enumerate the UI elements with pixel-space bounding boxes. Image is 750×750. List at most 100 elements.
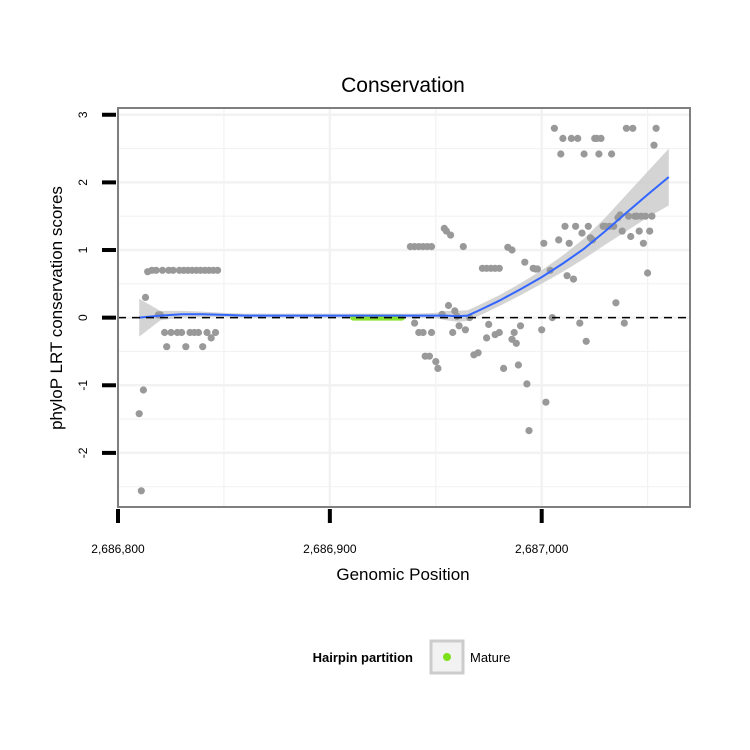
smooth-line-layer: [139, 176, 670, 319]
legend-title: Hairpin partition: [313, 650, 413, 665]
y-axis-title: phyloP LRT conservation scores: [47, 186, 66, 430]
data-point: [608, 150, 616, 158]
data-point: [495, 264, 503, 272]
legend-key-mature-dot: [443, 653, 451, 661]
data-point: [652, 124, 660, 132]
data-point: [516, 322, 525, 330]
data-point: [648, 212, 656, 220]
data-point: [542, 398, 550, 406]
data-point: [438, 310, 446, 318]
chart-title: Conservation: [341, 74, 465, 97]
data-point: [641, 212, 650, 220]
data-point: [432, 358, 440, 366]
data-point: [512, 339, 520, 347]
data-point: [635, 227, 643, 235]
data-point: [444, 301, 453, 310]
data-point: [567, 134, 576, 142]
y-tick-label: 1: [76, 246, 90, 253]
y-tick-label: 0: [76, 314, 90, 321]
data-point: [597, 134, 605, 142]
data-point: [137, 487, 145, 495]
legend-label-mature: Mature: [470, 650, 510, 665]
data-point: [211, 328, 220, 337]
data-point: [538, 326, 546, 334]
y-axis: -2 -1 0 1 2 3: [76, 111, 116, 458]
data-point: [625, 212, 633, 220]
data-point: [419, 328, 427, 337]
data-point: [620, 319, 628, 327]
data-point: [533, 265, 542, 273]
data-point: [434, 364, 442, 372]
y-tick-label: -2: [76, 447, 90, 458]
data-point: [483, 334, 491, 342]
data-point: [163, 343, 171, 351]
data-point: [158, 266, 167, 274]
data-point: [574, 134, 582, 142]
data-point: [141, 293, 150, 301]
panel-border: [117, 107, 691, 508]
data-point: [580, 150, 588, 158]
data-point: [514, 361, 523, 369]
data-point: [427, 243, 436, 251]
data-point: [449, 328, 457, 337]
legend: Hairpin partition Mature: [313, 639, 510, 675]
data-point: [485, 320, 493, 328]
data-point: [525, 427, 533, 435]
data-point: [584, 222, 592, 230]
data-point: [214, 266, 222, 274]
data-point: [447, 231, 455, 239]
panel-background: [118, 108, 690, 507]
data-point: [563, 272, 571, 280]
data-point: [639, 239, 648, 247]
x-tick-label: 2,686,900: [303, 542, 357, 556]
data-point: [194, 328, 203, 337]
data-point: [203, 328, 211, 337]
data-point: [559, 134, 567, 142]
x-tick-label: 2,687,000: [515, 542, 569, 556]
data-point: [199, 343, 207, 351]
data-point: [523, 380, 531, 388]
data-point: [550, 124, 559, 132]
data-point: [459, 243, 467, 251]
x-axis-title: Genomic Position: [336, 565, 469, 584]
data-point: [588, 236, 597, 244]
points-layer: [135, 124, 660, 495]
x-tick-label: 2,686,800: [91, 542, 145, 556]
data-point: [582, 337, 590, 345]
data-point: [540, 239, 548, 247]
data-point: [612, 299, 620, 307]
y-tick-label: -1: [76, 380, 90, 391]
data-point: [521, 258, 529, 266]
data-point: [451, 307, 459, 315]
data-point: [622, 124, 631, 132]
data-point: [474, 349, 482, 357]
data-point: [629, 124, 637, 132]
smooth-line: [139, 176, 670, 319]
data-point: [495, 328, 503, 337]
data-point: [508, 246, 516, 254]
y-tick-label: 3: [76, 111, 90, 118]
data-point: [425, 352, 433, 360]
x-axis: 2,686,800 2,686,900 2,687,000: [91, 509, 569, 556]
data-point: [565, 239, 573, 247]
data-point: [561, 222, 569, 230]
data-point: [182, 343, 190, 351]
data-point: [207, 334, 215, 342]
data-point: [555, 236, 563, 244]
data-point: [510, 328, 518, 337]
data-point: [167, 328, 175, 337]
data-point: [595, 150, 603, 158]
data-point: [161, 328, 169, 337]
data-point: [644, 269, 652, 277]
data-point: [500, 364, 508, 372]
data-point: [169, 266, 177, 274]
data-point: [135, 410, 143, 418]
data-point: [139, 386, 147, 394]
data-point: [576, 319, 584, 327]
data-point: [572, 222, 580, 230]
data-point: [152, 266, 160, 274]
data-point: [618, 227, 626, 235]
data-point: [461, 326, 469, 334]
plot-panel: [116, 107, 691, 508]
